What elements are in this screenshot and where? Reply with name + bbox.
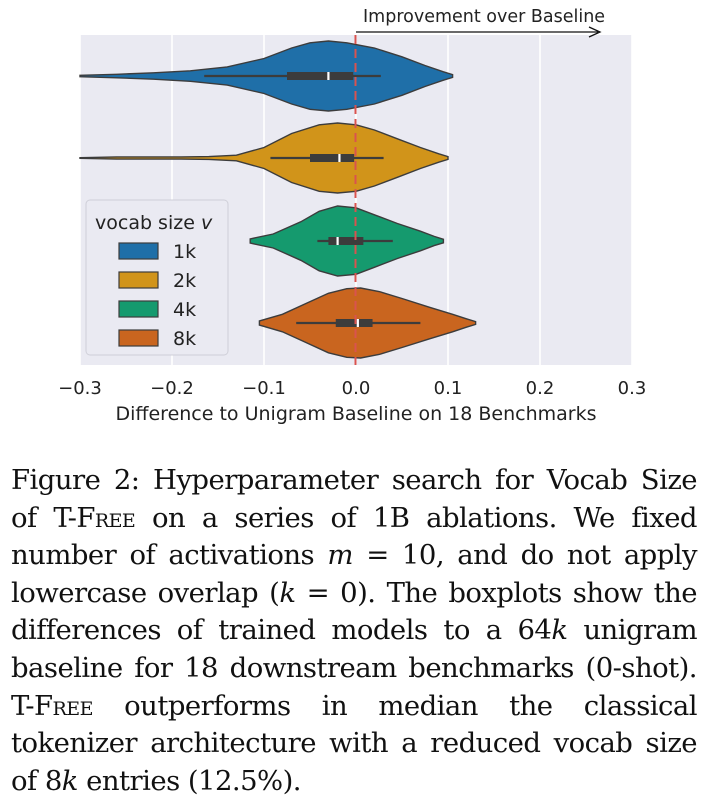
caption-eq-zero: = 0 bbox=[306, 576, 358, 609]
caption-text-3: , and do not apply lowercase overlap ( bbox=[11, 539, 698, 609]
iqr-box-2k bbox=[310, 154, 355, 162]
caption-text-5: unigram baseline for 18 downstream bench… bbox=[11, 614, 698, 722]
improvement-arrow-head bbox=[588, 26, 602, 38]
caption-eq-ten: = 10 bbox=[366, 539, 436, 572]
caption-text-7: entries bbox=[86, 764, 180, 797]
caption-label: Figure 2: bbox=[11, 464, 140, 496]
caption-sixty-four: 64 bbox=[517, 614, 552, 647]
legend: vocab size v 1k 2k 4k 8k bbox=[85, 199, 229, 356]
improvement-annotation: Improvement over Baseline bbox=[363, 7, 605, 27]
caption-free-2: Free bbox=[34, 689, 93, 722]
legend-label-4k: 4k bbox=[173, 299, 196, 321]
iqr-box-1k bbox=[287, 72, 354, 80]
caption-text-2: on a series of 1B ablations. We fixed nu… bbox=[11, 501, 698, 572]
legend-label-1k: 1k bbox=[173, 241, 196, 263]
legend-items: 1k 2k 4k 8k bbox=[118, 241, 196, 350]
legend-title-variable: v bbox=[201, 212, 213, 234]
legend-swatch-4k bbox=[118, 300, 159, 318]
caption-var-k: k bbox=[279, 576, 296, 609]
caption-var-m: m bbox=[327, 539, 353, 572]
legend-label-8k: 8k bbox=[173, 328, 196, 350]
legend-swatch-1k bbox=[118, 242, 159, 260]
legend-label-2k: 2k bbox=[173, 270, 196, 292]
iqr-box-8k bbox=[335, 319, 373, 327]
violin-chart: −0.3 −0.2 −0.1 0.0 0.1 0.2 0.3 Difference to U… bbox=[58, 7, 646, 425]
caption-percent: (12.5%). bbox=[187, 764, 302, 797]
x-axis-ticks: −0.3 −0.2 −0.1 0.0 0.1 0.2 0.3 bbox=[58, 378, 646, 399]
x-tick-label: 0.3 bbox=[618, 378, 647, 399]
caption-var-k3: k bbox=[61, 764, 79, 797]
legend-title: vocab size v bbox=[95, 212, 213, 234]
x-tick-label: 0.1 bbox=[434, 378, 463, 399]
iqr-box-4k bbox=[328, 237, 364, 245]
caption-free-1: Free bbox=[76, 501, 136, 534]
legend-swatch-2k bbox=[118, 271, 159, 289]
x-tick-label: 0.2 bbox=[526, 378, 555, 399]
x-tick-label: −0.2 bbox=[150, 378, 194, 399]
legend-swatch-8k bbox=[118, 329, 159, 347]
caption-text-4: ). The boxplots show the differences of … bbox=[11, 576, 698, 647]
x-tick-label: −0.1 bbox=[242, 378, 286, 399]
x-tick-label: 0.0 bbox=[342, 378, 371, 399]
caption-eight: 8 bbox=[44, 764, 63, 797]
legend-title-text: vocab size bbox=[95, 212, 201, 234]
figure-caption: Figure 2: Hyperparameter search for Voca… bbox=[11, 462, 698, 800]
x-tick-label: −0.3 bbox=[58, 378, 102, 399]
x-axis-label: Difference to Unigram Baseline on 18 Ben… bbox=[115, 403, 596, 425]
caption-var-k2: k bbox=[551, 614, 568, 647]
caption-text-1: Hyperparameter search for Vocab Size of … bbox=[11, 464, 698, 534]
caption-text-6: outperforms in median the classical toke… bbox=[11, 689, 698, 797]
